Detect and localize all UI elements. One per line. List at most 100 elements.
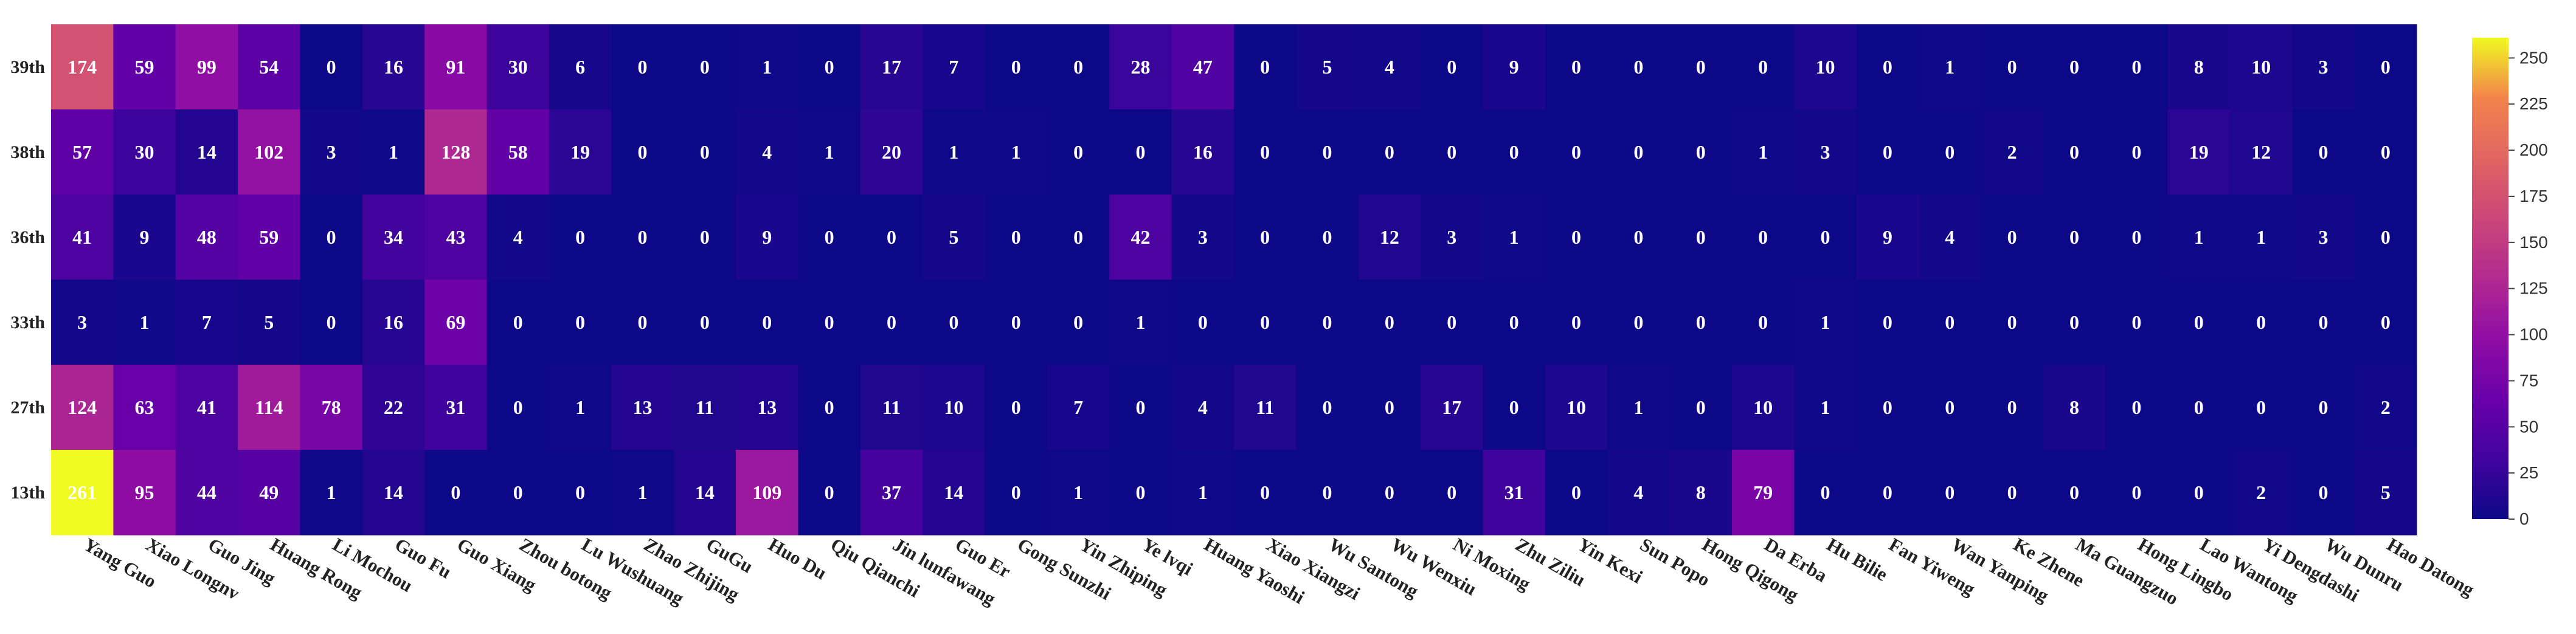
- cell-value-label: 41: [72, 226, 92, 248]
- heatmap-cell: [362, 280, 425, 365]
- cell-value-label: 12: [2251, 141, 2271, 163]
- heatmap-cell: [362, 365, 425, 450]
- heatmap-cell: [1171, 195, 1234, 280]
- cell-value-label: 0: [513, 311, 523, 333]
- heatmap-cell: [1483, 450, 1546, 536]
- cell-value-label: 114: [255, 396, 283, 418]
- heatmap-cell: [113, 109, 176, 195]
- cell-value-label: 28: [1130, 56, 1150, 78]
- heatmap-cell: [1358, 365, 1421, 450]
- heatmap-cell: [860, 365, 923, 450]
- cell-value-label: 0: [2131, 141, 2141, 163]
- heatmap-cell: [1856, 450, 1919, 536]
- cell-value-label: 16: [1193, 141, 1213, 163]
- cell-value-label: 0: [513, 481, 523, 503]
- heatmap-cell: [1919, 365, 1982, 450]
- heatmap-cell: [175, 24, 238, 110]
- heatmap-cell: [1731, 195, 1795, 280]
- cell-value-label: 4: [1633, 481, 1643, 503]
- heatmap-cell: [860, 24, 923, 110]
- heatmap-cell: [2043, 365, 2106, 450]
- heatmap-cell: [736, 109, 799, 195]
- heatmap-cell: [51, 109, 114, 195]
- y-tick-label: 38th: [10, 142, 45, 162]
- cell-value-label: 43: [446, 226, 465, 248]
- heatmap-cell: [2043, 109, 2106, 195]
- heatmap-cell: [1669, 365, 1733, 450]
- heatmap-cell: [1047, 365, 1110, 450]
- cell-value-label: 0: [2131, 481, 2141, 503]
- colorbar-gradient: [2472, 38, 2508, 519]
- cell-value-label: 0: [2131, 396, 2141, 418]
- heatmap-cell: [1545, 24, 1608, 110]
- cell-value-label: 0: [1571, 141, 1581, 163]
- cell-value-label: 3: [1198, 226, 1208, 248]
- heatmap-cell: [798, 450, 861, 536]
- cell-value-label: 10: [1816, 56, 1835, 78]
- cell-value-label: 0: [700, 56, 710, 78]
- heatmap-cell: [1794, 450, 1857, 536]
- heatmap-cell: [549, 450, 612, 536]
- heatmap-cell: [424, 109, 488, 195]
- heatmap-cell: [2167, 280, 2231, 365]
- heatmap-cell: [1607, 109, 1671, 195]
- heatmap-cell: [1109, 109, 1172, 195]
- cell-value-label: 0: [638, 226, 648, 248]
- cell-value-label: 4: [1198, 396, 1208, 418]
- heatmap-cell: [736, 24, 799, 110]
- heatmap-cell: [1794, 365, 1857, 450]
- cell-value-label: 0: [1945, 141, 1955, 163]
- heatmap-cell: [1483, 195, 1546, 280]
- cell-value-label: 0: [700, 141, 710, 163]
- cell-value-label: 91: [446, 56, 465, 78]
- heatmap-cell: [1234, 280, 1297, 365]
- heatmap-cell: [1919, 109, 1982, 195]
- y-tick-label: 13th: [10, 483, 45, 503]
- cell-value-label: 0: [825, 56, 834, 78]
- cell-value-label: 0: [2007, 481, 2017, 503]
- colorbar-tick-label: 200: [2519, 140, 2548, 159]
- heatmap-cell: [424, 195, 488, 280]
- heatmap-cell: [985, 109, 1048, 195]
- heatmap-cell: [985, 365, 1048, 450]
- heatmap-cell: [1421, 195, 1484, 280]
- cell-value-label: 48: [197, 226, 216, 248]
- heatmap-cell: [2354, 195, 2417, 280]
- cell-value-label: 9: [762, 226, 772, 248]
- heatmap-cell: [362, 450, 425, 536]
- cell-value-label: 10: [944, 396, 963, 418]
- cell-value-label: 0: [1883, 311, 1892, 333]
- cell-value-label: 0: [1011, 56, 1021, 78]
- cell-value-label: 0: [1011, 481, 1021, 503]
- cell-value-label: 124: [68, 396, 97, 418]
- heatmap-cell: [611, 280, 674, 365]
- heatmap-cell: [860, 109, 923, 195]
- cell-value-label: 16: [384, 56, 403, 78]
- cell-value-label: 1: [140, 311, 150, 333]
- cell-value-label: 0: [2381, 56, 2391, 78]
- heatmap-cell: [1047, 24, 1110, 110]
- heatmap-cell: [1296, 24, 1359, 110]
- cell-value-label: 0: [1135, 396, 1145, 418]
- heatmap-cell: [736, 365, 799, 450]
- cell-value-label: 1: [1821, 311, 1830, 333]
- cell-value-label: 0: [1821, 481, 1830, 503]
- heatmap-cell: [1545, 280, 1608, 365]
- heatmap-cell: [2292, 24, 2355, 110]
- cell-value-label: 0: [2007, 396, 2017, 418]
- cell-value-label: 0: [949, 311, 958, 333]
- x-tick-label: Yin Kexi: [1574, 534, 1647, 588]
- heatmap-cell: [2105, 365, 2169, 450]
- cell-value-label: 0: [1945, 396, 1955, 418]
- cell-value-label: 0: [2069, 141, 2079, 163]
- y-tick-label: 39th: [10, 57, 45, 77]
- heatmap-cell: [1794, 195, 1857, 280]
- cell-value-label: 9: [1509, 56, 1519, 78]
- heatmap-cell: [1856, 24, 1919, 110]
- heatmap-cell: [1483, 365, 1546, 450]
- cell-value-label: 0: [1073, 56, 1083, 78]
- heatmap-cell: [238, 365, 301, 450]
- cell-value-label: 1: [1945, 56, 1955, 78]
- heatmap-cell: [113, 365, 176, 450]
- cell-value-label: 69: [446, 311, 465, 333]
